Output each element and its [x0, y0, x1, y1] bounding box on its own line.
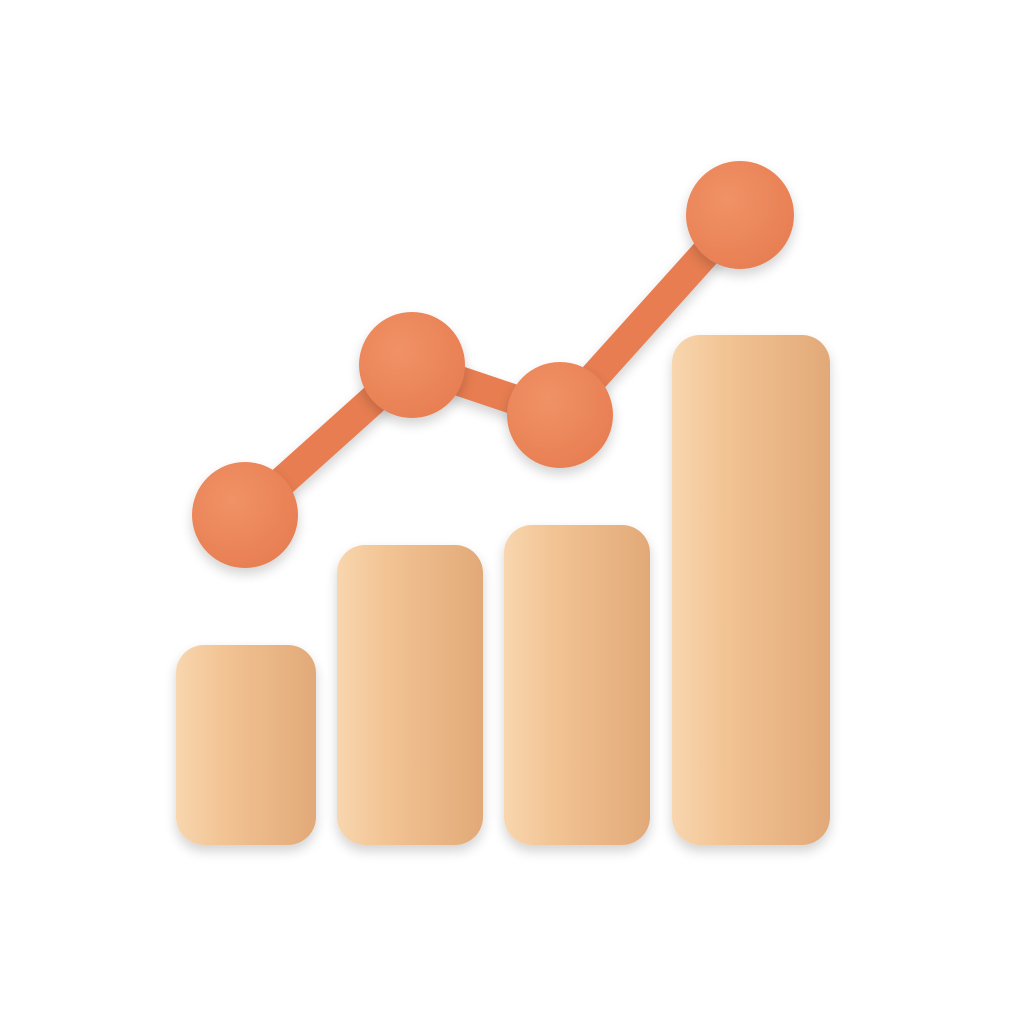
- bar-2: [337, 545, 483, 845]
- trend-point-1: [192, 462, 298, 568]
- trend-point-2: [359, 312, 465, 418]
- bar-1: [176, 645, 316, 845]
- bar-3: [504, 525, 650, 845]
- trend-point-3: [507, 362, 613, 468]
- trend-line-layer: [192, 161, 794, 568]
- bars-layer: [176, 335, 830, 845]
- trend-point-4: [686, 161, 794, 269]
- trend-line: [230, 200, 755, 530]
- bar-4: [672, 335, 830, 845]
